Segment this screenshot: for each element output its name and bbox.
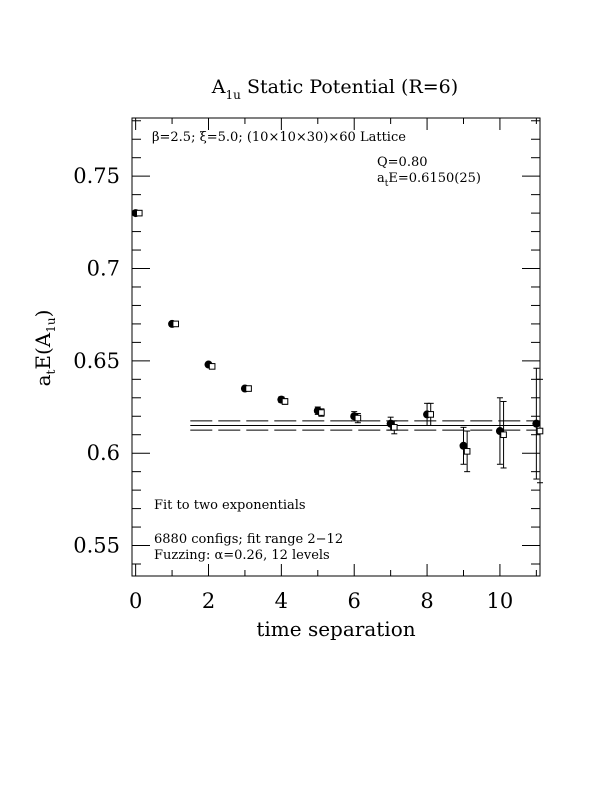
x-axis-label: time separation bbox=[256, 617, 415, 641]
x-tick-label: 0 bbox=[129, 589, 142, 613]
x-tick-label: 10 bbox=[487, 589, 514, 613]
fit-description: Fit to two exponentials bbox=[154, 498, 306, 513]
y-tick-label: 0.7 bbox=[87, 257, 120, 281]
plot-frame bbox=[131, 117, 541, 577]
y-tick-label: 0.55 bbox=[73, 534, 120, 558]
q-annotation: Q=0.80 bbox=[377, 155, 428, 170]
data-points bbox=[131, 209, 544, 484]
configs-annotation: 6880 configs; fit range 2−12 bbox=[154, 532, 343, 547]
y-tick-label: 0.75 bbox=[73, 164, 120, 188]
lattice-annotation: β=2.5; ξ=5.0; (10×10×30)×60 Lattice bbox=[152, 130, 406, 145]
data-point-square bbox=[354, 414, 362, 422]
data-point-square bbox=[427, 411, 435, 418]
data-point-square bbox=[135, 209, 143, 217]
data-point-square bbox=[208, 363, 216, 370]
x-tick-label: 6 bbox=[348, 589, 361, 613]
data-point-square bbox=[500, 431, 507, 439]
data-point-circle bbox=[459, 441, 468, 450]
data-point-square bbox=[536, 427, 544, 435]
x-tick-label: 2 bbox=[202, 589, 215, 613]
data-point-square bbox=[172, 320, 180, 328]
y-tick-label: 0.65 bbox=[73, 349, 120, 373]
y-tick-label: 0.6 bbox=[87, 441, 120, 465]
data-point-square bbox=[318, 409, 325, 416]
data-point-square bbox=[463, 448, 471, 455]
data-point-square bbox=[281, 398, 289, 405]
chart-title: A1u Static Potential (R=6) bbox=[211, 76, 458, 102]
energy-annotation: atE=0.6150(25) bbox=[377, 171, 481, 189]
fit-lines bbox=[190, 420, 540, 431]
x-tick-label: 8 bbox=[420, 589, 433, 613]
axis-ticks bbox=[132, 118, 540, 576]
data-point-square bbox=[390, 424, 398, 431]
x-tick-label: 4 bbox=[275, 589, 288, 613]
tick-labels: 0 2 4 6 8 10 0.55 0.6 0.65 0.7 0.75 bbox=[73, 164, 513, 613]
data-point-square bbox=[245, 385, 252, 392]
data-point-circle bbox=[532, 419, 541, 428]
y-axis-label: atE(A1u) bbox=[31, 310, 58, 387]
fuzzing-annotation: Fuzzing: α=0.26, 12 levels bbox=[154, 548, 330, 563]
